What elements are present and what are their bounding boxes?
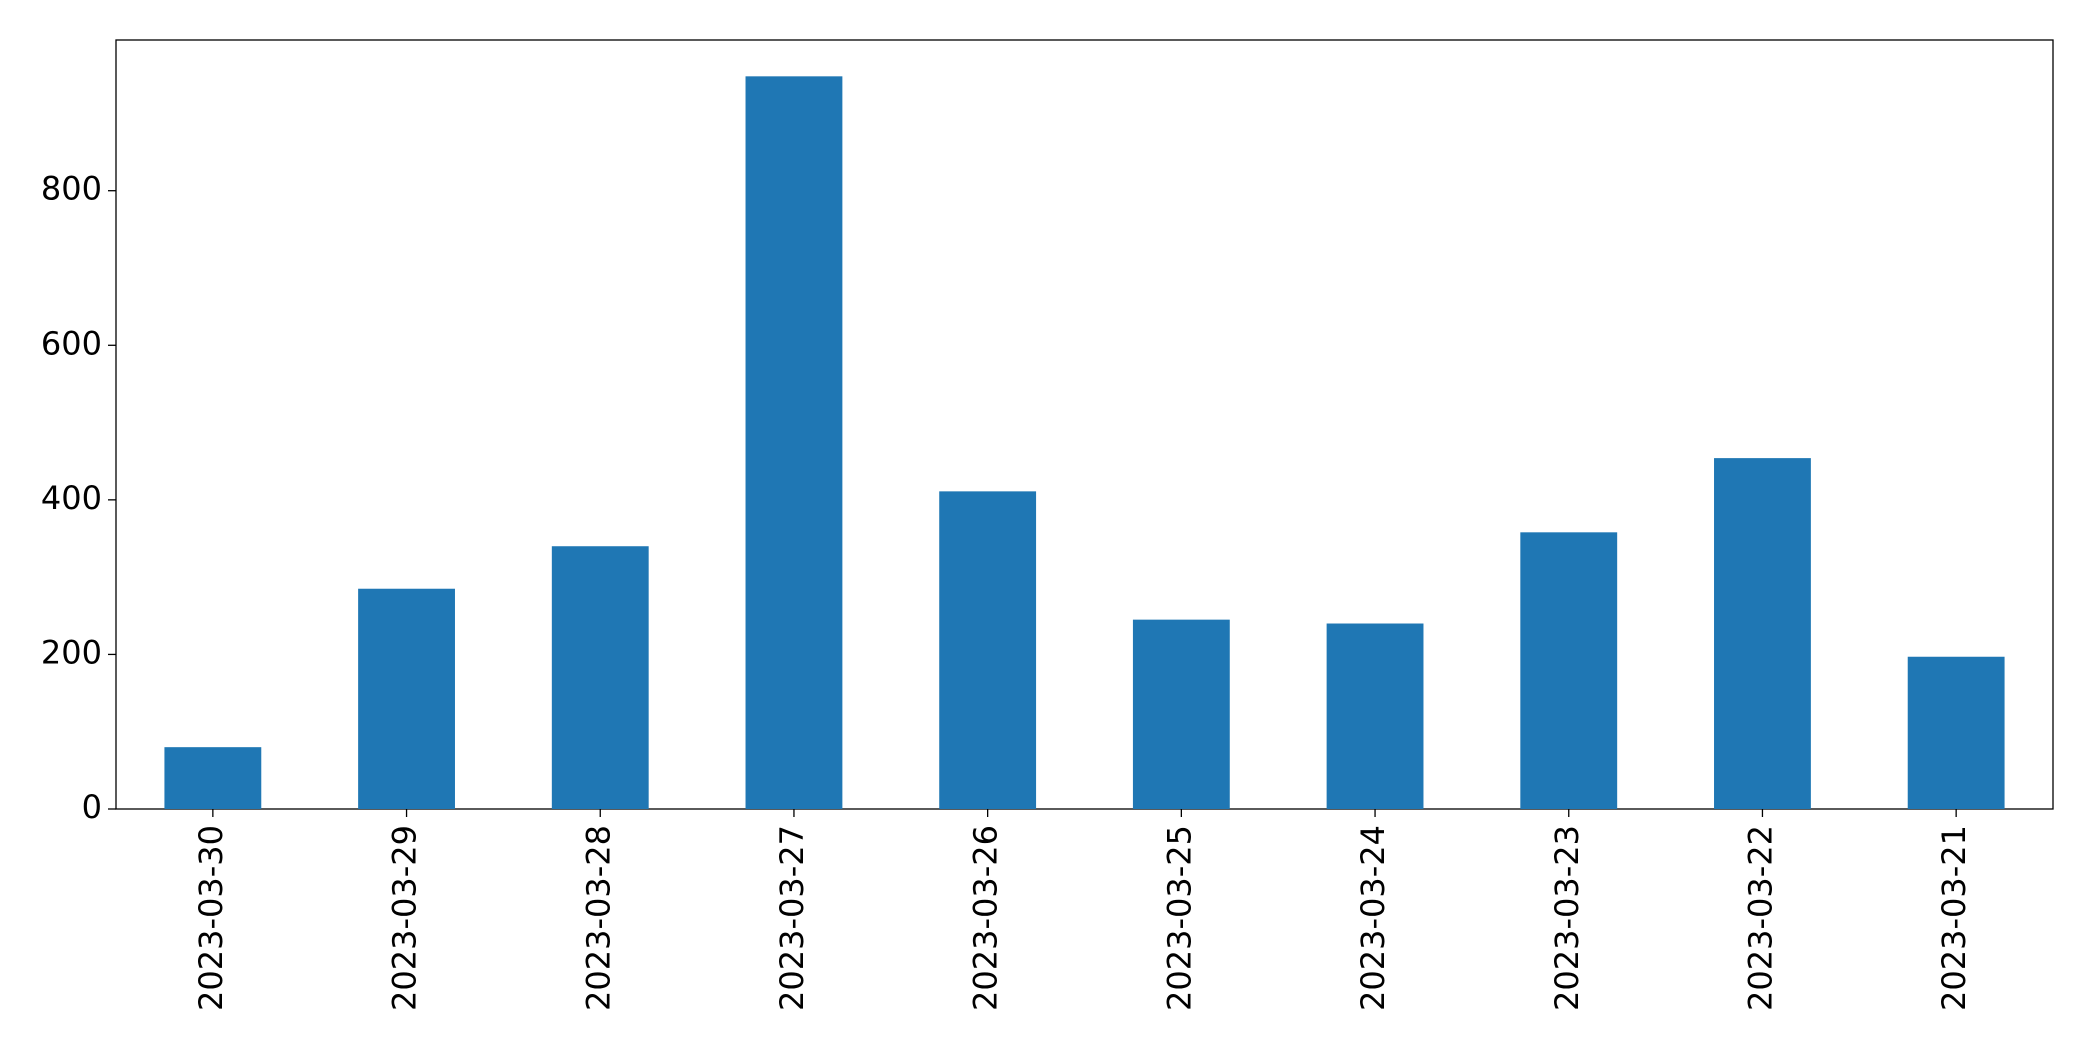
x-tick-label: 2023-03-27	[773, 825, 811, 1011]
bar	[939, 491, 1037, 809]
bar	[745, 76, 843, 809]
x-tick-label: 2023-03-30	[192, 825, 230, 1011]
y-tick-label: 600	[41, 324, 102, 362]
x-tick-label: 2023-03-23	[1548, 825, 1586, 1011]
bar	[164, 747, 262, 809]
x-tick-label: 2023-03-29	[386, 825, 424, 1011]
bar	[551, 546, 649, 809]
x-tick-label: 2023-03-28	[579, 825, 617, 1011]
y-tick-label: 800	[41, 170, 102, 208]
x-tick-label: 2023-03-26	[967, 825, 1005, 1011]
bar	[1520, 532, 1618, 809]
bar	[1714, 458, 1811, 809]
x-tick-label: 2023-03-25	[1160, 825, 1198, 1011]
bar	[1326, 623, 1424, 809]
bar	[1132, 619, 1230, 809]
y-tick-label: 400	[41, 479, 102, 517]
x-tick-label: 2023-03-21	[1935, 825, 1973, 1011]
y-tick-label: 0	[82, 788, 102, 826]
plot-frame	[115, 39, 2054, 810]
bar	[1907, 656, 2005, 809]
y-tick-label: 200	[41, 633, 102, 671]
bar	[358, 588, 455, 809]
x-tick-label: 2023-03-24	[1354, 825, 1392, 1011]
x-tick-label: 2023-03-22	[1741, 825, 1779, 1011]
